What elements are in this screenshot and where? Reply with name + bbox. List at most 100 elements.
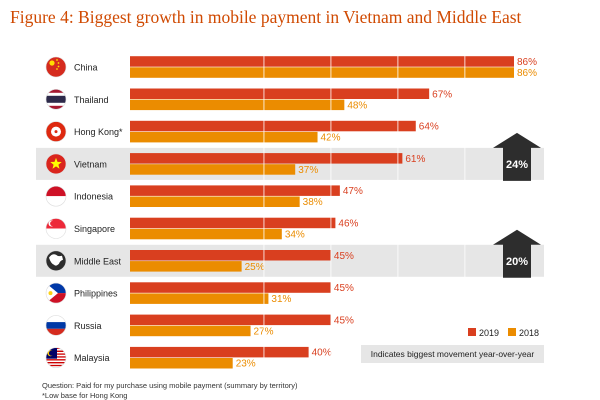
bar-2018 — [130, 293, 269, 304]
middle-east-globe-icon-fill — [46, 250, 66, 271]
indonesia-flag-icon — [45, 185, 67, 207]
data-label-2019: 45% — [334, 315, 354, 326]
singapore-flag-icon-outline — [45, 218, 67, 239]
data-label-2019: 47% — [343, 186, 363, 197]
philippines-flag-icon-fill — [46, 283, 66, 304]
indonesia-flag-icon-fill — [46, 186, 66, 207]
malaysia-flag-stripe-red — [46, 364, 66, 367]
data-label-2019: 40% — [312, 348, 332, 359]
chart-title: Figure 4: Biggest growth in mobile payme… — [10, 7, 522, 27]
footnote-question: Question: Paid for my purchase using mob… — [42, 381, 298, 390]
philippines-flag-blue — [46, 283, 66, 294]
singapore-flag-icon-fill — [46, 218, 66, 239]
bar-2018 — [130, 261, 242, 272]
callout-label: 24% — [506, 159, 528, 171]
bar-2018 — [130, 228, 282, 240]
bar-2019 — [130, 56, 514, 67]
malaysia-flag-stripe-red — [46, 362, 66, 364]
china-flag-icon-outline — [45, 56, 67, 78]
data-label-2019: 64% — [419, 122, 439, 133]
category-label: Singapore — [74, 224, 115, 234]
vietnam-flag-icon-fill — [46, 153, 66, 174]
china-flag-star-small — [57, 62, 60, 64]
indonesia-flag-white — [46, 196, 66, 207]
bar-2018 — [130, 196, 300, 207]
category-label: Middle East — [74, 256, 122, 266]
bar-2019 — [130, 250, 331, 261]
bar-2018 — [130, 164, 296, 175]
data-label-2018: 25% — [245, 262, 265, 273]
data-label-2019: 45% — [334, 251, 354, 262]
malaysia-flag-stripe-white — [46, 366, 66, 368]
vietnam-flag-icon-outline — [45, 153, 67, 175]
bar-2018 — [130, 67, 514, 78]
category-label: China — [74, 63, 98, 73]
data-label-2019: 45% — [334, 283, 354, 294]
thailand-flag-icon-fill — [46, 89, 66, 110]
data-label-2018: 23% — [236, 359, 256, 370]
hong-kong-flag-icon-fill — [46, 121, 66, 142]
china-flag-star — [49, 60, 55, 66]
philippines-flag-icon-outline — [45, 282, 67, 304]
data-label-2018: 37% — [298, 165, 318, 176]
indonesia-flag-icon-outline — [45, 185, 67, 207]
malaysia-flag-icon — [45, 347, 67, 369]
malaysia-flag-icon-outline — [45, 347, 67, 369]
malaysia-flag-stripe-white — [46, 363, 66, 365]
bar-2019 — [130, 88, 430, 99]
hong-kong-flag-flower-center — [54, 130, 58, 134]
malaysia-flag-stripe-red — [46, 359, 66, 361]
data-label-2018: 31% — [271, 294, 291, 305]
bar-2019 — [130, 346, 309, 358]
russia-flag-red — [46, 328, 66, 336]
vietnam-flag-star — [50, 157, 62, 169]
china-flag-star-small — [56, 59, 58, 61]
malaysia-flag-moon-cut — [48, 350, 55, 356]
russia-flag-icon-fill — [46, 315, 66, 336]
data-label-2019: 46% — [338, 219, 358, 230]
data-label-2019: 86% — [517, 57, 537, 68]
thailand-flag-red-top — [46, 89, 66, 93]
china-flag-star-small — [56, 68, 58, 70]
data-label-2018: 38% — [303, 197, 323, 208]
data-label-2018: 86% — [517, 68, 537, 79]
legend-swatch-2019 — [468, 328, 476, 336]
category-label: Malaysia — [74, 353, 110, 363]
bar-2019 — [130, 282, 331, 293]
growth-arrow-icon — [493, 132, 541, 181]
legend-note: Indicates biggest movement year-over-yea… — [371, 349, 535, 359]
philippines-flag-sun — [48, 291, 53, 296]
russia-flag-icon-outline — [45, 315, 67, 336]
category-label: Thailand — [74, 95, 109, 105]
bar-2018 — [130, 131, 318, 143]
middle-east-globe-icon — [45, 250, 67, 272]
singapore-flag-red — [46, 218, 66, 229]
middle-east-globe-icon-outline — [45, 250, 67, 272]
bar-2018 — [130, 325, 251, 337]
highlight-band — [36, 147, 544, 180]
legend-label-2018: 2018 — [519, 328, 539, 338]
bar-2018 — [130, 358, 233, 369]
hong-kong-flag-icon-outline — [45, 121, 67, 142]
singapore-flag-moon-cut — [50, 220, 56, 227]
category-label: Philippines — [74, 289, 118, 299]
thailand-flag-red-bottom — [46, 105, 66, 110]
malaysia-flag-stripe-white — [46, 360, 66, 362]
malaysia-flag-icon-fill — [46, 347, 66, 368]
category-label: Russia — [74, 321, 102, 331]
thailand-flag-icon — [45, 89, 67, 110]
data-label-2019: 67% — [432, 89, 452, 100]
china-flag-icon — [45, 56, 67, 78]
data-label-2018: 48% — [347, 100, 367, 111]
china-flag-icon-fill — [46, 57, 66, 77]
china-flag-star-small — [57, 65, 60, 68]
callout-label: 20% — [506, 256, 528, 268]
philippines-flag-red — [46, 293, 66, 304]
bar-2019 — [130, 153, 403, 164]
bar-2018 — [130, 99, 345, 111]
legend-note-box — [361, 345, 544, 363]
vietnam-flag-icon — [45, 153, 67, 175]
thailand-flag-blue — [46, 95, 66, 103]
legend-label-2019: 2019 — [479, 328, 499, 338]
